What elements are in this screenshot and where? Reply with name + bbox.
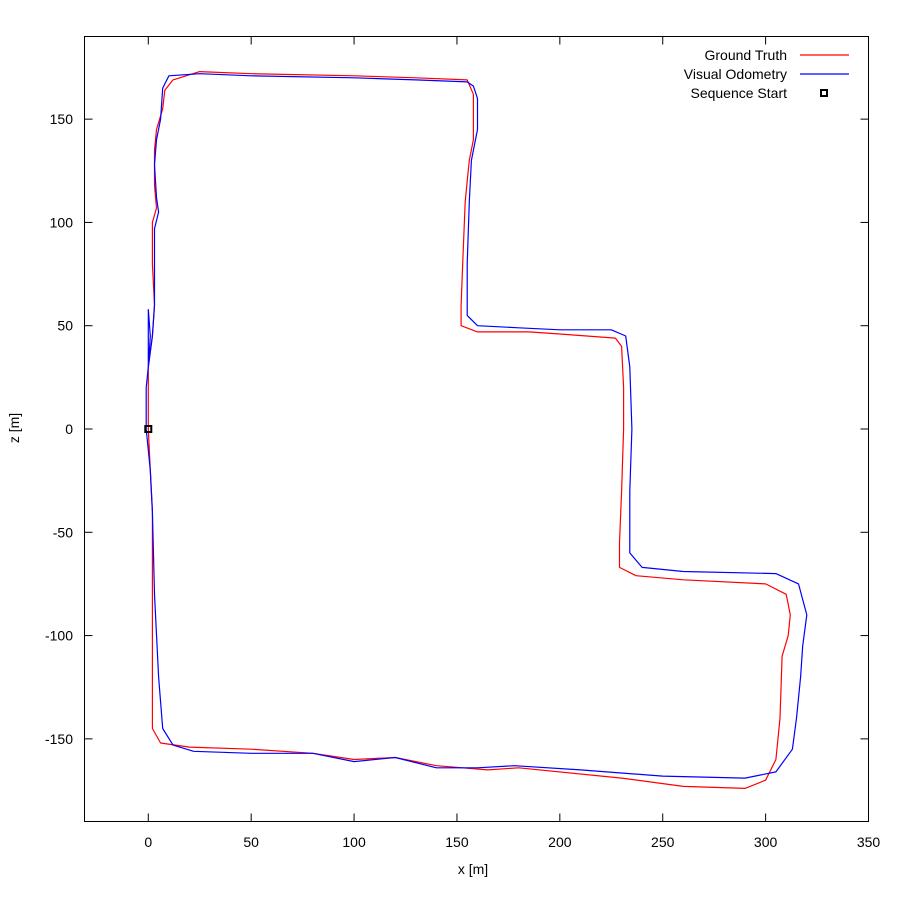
- series-layer: [145, 71, 808, 789]
- y-tick-label: 50: [57, 318, 73, 334]
- series-line-1: [145, 73, 808, 779]
- sequence-start-marker: [144, 425, 153, 433]
- plot-frame: [84, 36, 869, 822]
- marker-layer: [144, 425, 153, 433]
- series-line-0: [147, 71, 791, 789]
- x-axis-ticks: 0 50 100 150 200 250 300 350: [144, 36, 881, 850]
- y-tick-label: -150: [45, 731, 73, 747]
- y-tick-label: -50: [53, 524, 73, 540]
- x-tick-label: 300: [754, 834, 778, 850]
- legend: Ground Truth Visual Odometry Sequence Star…: [684, 47, 849, 101]
- legend-swatch-2: [820, 89, 828, 97]
- legend-label-0: Ground Truth: [705, 47, 788, 63]
- x-tick-label: 100: [342, 834, 366, 850]
- y-axis-ticks: 150 100 50 0 -50 -100 -150: [45, 111, 869, 747]
- y-tick-label: 100: [50, 214, 74, 230]
- x-axis-label: x [m]: [458, 861, 488, 877]
- y-tick-label: 0: [65, 421, 73, 437]
- y-tick-label: 150: [50, 111, 74, 127]
- legend-label-1: Visual Odometry: [684, 66, 787, 82]
- x-tick-label: 250: [651, 834, 675, 850]
- y-tick-label: -100: [45, 628, 73, 644]
- x-tick-label: 200: [548, 834, 572, 850]
- x-tick-label: 50: [243, 834, 259, 850]
- x-tick-label: 350: [857, 834, 881, 850]
- y-axis-label: z [m]: [6, 413, 22, 443]
- x-tick-label: 150: [445, 834, 469, 850]
- x-tick-label: 0: [144, 834, 152, 850]
- legend-label-2: Sequence Start: [690, 85, 787, 101]
